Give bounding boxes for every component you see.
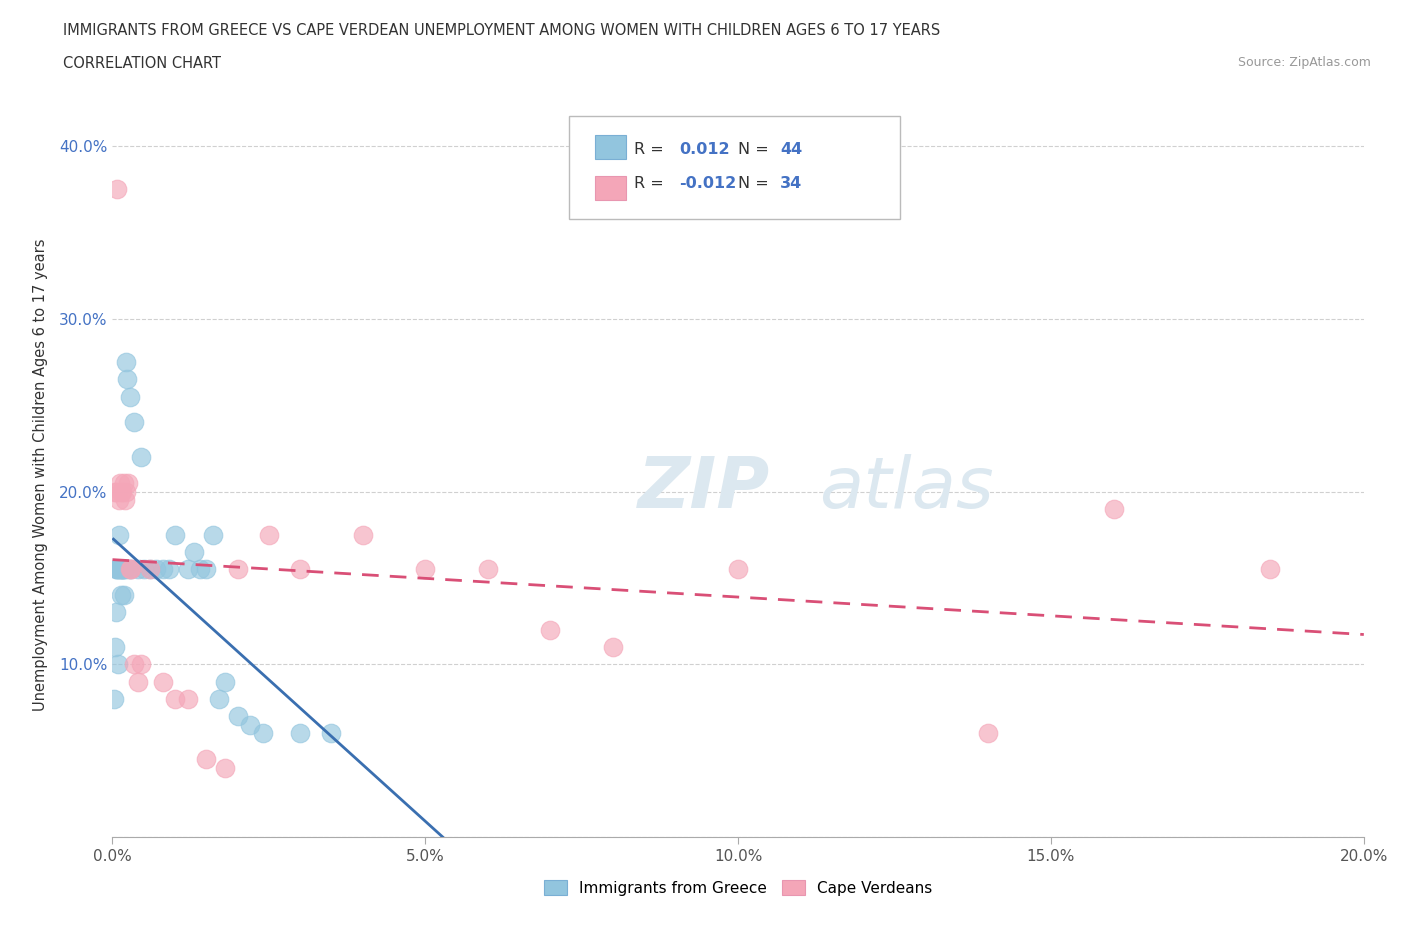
Text: CORRELATION CHART: CORRELATION CHART <box>63 56 221 71</box>
Text: N =: N = <box>738 176 775 191</box>
Point <box>1102 501 1125 516</box>
Point <box>145 562 167 577</box>
Point <box>132 562 155 577</box>
Point <box>201 527 224 542</box>
Point <box>104 605 127 620</box>
Point <box>290 562 312 577</box>
Point <box>352 527 374 542</box>
Point <box>415 562 437 577</box>
Point <box>107 562 129 577</box>
Point <box>257 527 280 542</box>
Point <box>252 726 274 741</box>
Point <box>118 562 141 577</box>
Text: N =: N = <box>738 142 775 157</box>
Point <box>117 372 139 387</box>
Text: -0.012: -0.012 <box>679 176 737 191</box>
Point <box>120 562 142 577</box>
Point <box>112 588 135 603</box>
Point <box>477 562 499 577</box>
Point <box>105 562 128 577</box>
Point <box>110 562 132 577</box>
Point <box>152 562 174 577</box>
Text: 0.012: 0.012 <box>679 142 730 157</box>
Point <box>163 527 186 542</box>
Point <box>727 562 749 577</box>
Point <box>118 389 141 404</box>
Point <box>114 562 136 577</box>
Point <box>110 485 132 499</box>
Point <box>176 562 198 577</box>
Point <box>104 640 127 655</box>
Point <box>124 415 146 430</box>
Point <box>103 691 125 706</box>
Point <box>139 562 162 577</box>
Text: 44: 44 <box>780 142 803 157</box>
Point <box>540 622 562 637</box>
Point <box>118 562 141 577</box>
Point <box>129 657 152 671</box>
Point <box>188 562 211 577</box>
Point <box>108 562 131 577</box>
Point <box>115 485 138 499</box>
Point <box>226 709 249 724</box>
Text: IMMIGRANTS FROM GREECE VS CAPE VERDEAN UNEMPLOYMENT AMONG WOMEN WITH CHILDREN AG: IMMIGRANTS FROM GREECE VS CAPE VERDEAN U… <box>63 23 941 38</box>
Point <box>114 493 136 508</box>
Text: Source: ZipAtlas.com: Source: ZipAtlas.com <box>1237 56 1371 69</box>
Point <box>108 475 131 490</box>
Text: ZIP: ZIP <box>638 455 770 524</box>
Text: R =: R = <box>634 176 669 191</box>
Point <box>112 562 135 577</box>
Point <box>157 562 180 577</box>
Point <box>112 475 135 490</box>
Point <box>107 657 129 671</box>
Point <box>108 527 131 542</box>
Point <box>107 182 129 197</box>
Point <box>127 562 149 577</box>
Point <box>321 726 343 741</box>
Point <box>107 562 129 577</box>
Y-axis label: Unemployment Among Women with Children Ages 6 to 17 years: Unemployment Among Women with Children A… <box>32 238 48 711</box>
Point <box>111 562 134 577</box>
Point <box>111 562 134 577</box>
Point <box>107 493 129 508</box>
Text: 34: 34 <box>780 176 803 191</box>
Point <box>208 691 231 706</box>
Point <box>602 640 624 655</box>
Point <box>105 562 128 577</box>
Point <box>226 562 249 577</box>
Point <box>117 475 139 490</box>
Point <box>115 354 138 369</box>
Point <box>176 691 198 706</box>
Point <box>977 726 1000 741</box>
Point <box>290 726 312 741</box>
Point <box>195 562 218 577</box>
Point <box>183 545 205 560</box>
Point <box>214 761 236 776</box>
Point <box>105 485 128 499</box>
Point <box>239 717 262 732</box>
Point <box>112 562 135 577</box>
Point <box>110 588 132 603</box>
Point <box>104 485 127 499</box>
Point <box>214 674 236 689</box>
Point <box>195 751 218 766</box>
Point <box>1258 562 1281 577</box>
Point <box>129 449 152 464</box>
Point <box>163 691 186 706</box>
Legend: Immigrants from Greece, Cape Verdeans: Immigrants from Greece, Cape Verdeans <box>537 873 939 902</box>
Point <box>111 485 134 499</box>
Text: atlas: atlas <box>820 455 994 524</box>
Point <box>127 674 149 689</box>
Point <box>139 562 162 577</box>
Text: R =: R = <box>634 142 669 157</box>
Point <box>124 657 146 671</box>
Point <box>120 562 142 577</box>
Point <box>152 674 174 689</box>
